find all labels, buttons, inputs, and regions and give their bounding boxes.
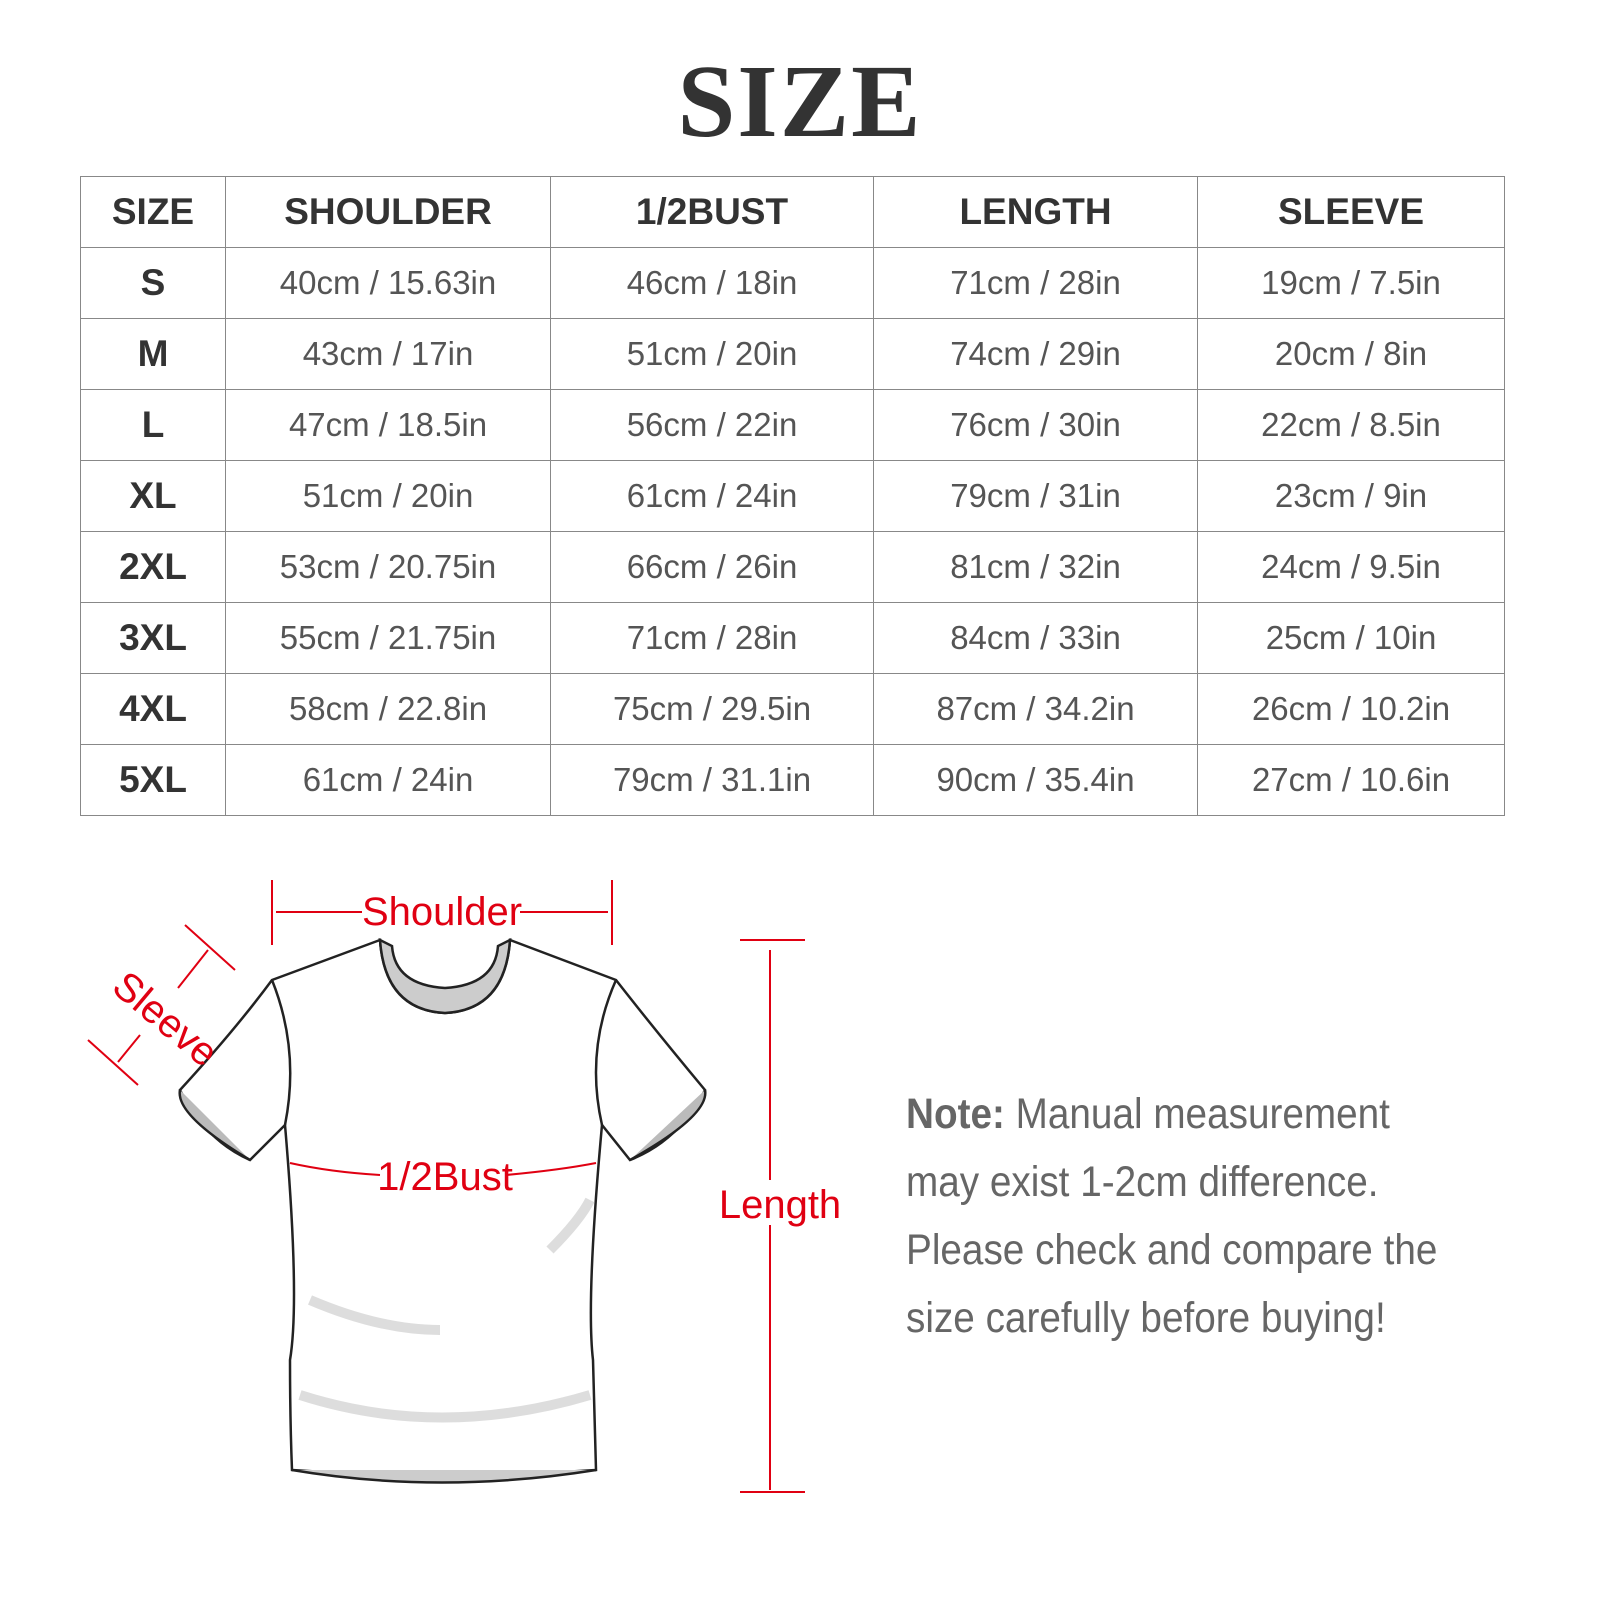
size-cell: 3XL [80,602,226,674]
measurement-cell: 22cm / 8.5in [1197,389,1505,461]
note-label: Note: [906,1090,1005,1138]
size-cell: 5XL [80,744,226,816]
size-cell: L [80,389,226,461]
measurement-cell: 76cm / 30in [873,389,1198,461]
measurement-cell: 90cm / 35.4in [873,744,1198,816]
note-body: Manual measurement may exist 1-2cm diffe… [906,1090,1438,1342]
measurement-cell: 79cm / 31in [873,460,1198,532]
measurement-cell: 24cm / 9.5in [1197,531,1505,603]
table-row: 5XL 61cm / 24in 79cm / 31.1in 90cm / 35.4in… [80,744,1505,816]
header-sleeve: SLEEVE [1197,176,1505,248]
measurement-cell: 53cm / 20.75in [225,531,551,603]
size-table: SIZE SHOULDER 1/2BUST LENGTH SLEEVE S 40c… [80,176,1505,816]
measurement-cell: 46cm / 18in [550,247,874,319]
shoulder-label: Shoulder [362,890,522,934]
header-length: LENGTH [873,176,1198,248]
table-row: 4XL 58cm / 22.8in 75cm / 29.5in 87cm / 34.2… [80,673,1505,745]
table-row: M 43cm / 17in 51cm / 20in 74cm / 29in 20cm /… [80,318,1505,390]
page-title: SIZE [677,44,923,159]
measurement-cell: 55cm / 21.75in [225,602,551,674]
measurement-cell: 87cm / 34.2in [873,673,1198,745]
measurement-cell: 43cm / 17in [225,318,551,390]
measurement-cell: 61cm / 24in [225,744,551,816]
measurement-cell: 61cm / 24in [550,460,874,532]
measurement-cell: 75cm / 29.5in [550,673,874,745]
measurement-cell: 26cm / 10.2in [1197,673,1505,745]
measurement-cell: 23cm / 9in [1197,460,1505,532]
measurement-cell: 51cm / 20in [550,318,874,390]
header-bust: 1/2BUST [550,176,874,248]
size-cell: S [80,247,226,319]
measurement-cell: 66cm / 26in [550,531,874,603]
measurement-cell: 71cm / 28in [873,247,1198,319]
sleeve-label: Sleeve [104,963,226,1075]
length-label: Length [719,1183,841,1227]
measurement-cell: 20cm / 8in [1197,318,1505,390]
table-row: S 40cm / 15.63in 46cm / 18in 71cm / 28in 19c… [80,247,1505,319]
sleeve-line [184,924,236,971]
table-row: 2XL 53cm / 20.75in 66cm / 26in 81cm / 32in 2… [80,531,1505,603]
table-row: XL 51cm / 20in 61cm / 24in 79cm / 31in 23cm … [80,460,1505,532]
size-cell: 2XL [80,531,226,603]
measurement-cell: 58cm / 22.8in [225,673,551,745]
measurement-cell: 40cm / 15.63in [225,247,551,319]
size-cell: 4XL [80,673,226,745]
size-cell: XL [80,460,226,532]
measurement-cell: 19cm / 7.5in [1197,247,1505,319]
measurement-cell: 51cm / 20in [225,460,551,532]
bust-label: 1/2Bust [377,1155,513,1199]
measurement-cell: 47cm / 18.5in [225,389,551,461]
measurement-cell: 79cm / 31.1in [550,744,874,816]
table-header-row: SIZE SHOULDER 1/2BUST LENGTH SLEEVE [80,176,1505,248]
header-size: SIZE [80,176,226,248]
measurement-cell: 74cm / 29in [873,318,1198,390]
measurement-cell: 25cm / 10in [1197,602,1505,674]
measurement-cell: 84cm / 33in [873,602,1198,674]
measurement-cell: 27cm / 10.6in [1197,744,1505,816]
size-cell: M [80,318,226,390]
table-row: 3XL 55cm / 21.75in 71cm / 28in 84cm / 33in 2… [80,602,1505,674]
measurement-cell: 71cm / 28in [550,602,874,674]
note-text: Note: Manual measurement may exist 1-2cm… [906,1080,1464,1352]
table-row: L 47cm / 18.5in 56cm / 22in 76cm / 30in 22cm… [80,389,1505,461]
measurement-cell: 56cm / 22in [550,389,874,461]
tshirt-diagram: Shoulder 1/2Bust Length Sleeve [87,880,841,1493]
header-shoulder: SHOULDER [225,176,551,248]
measurement-cell: 81cm / 32in [873,531,1198,603]
tshirt-icon [178,937,707,1484]
